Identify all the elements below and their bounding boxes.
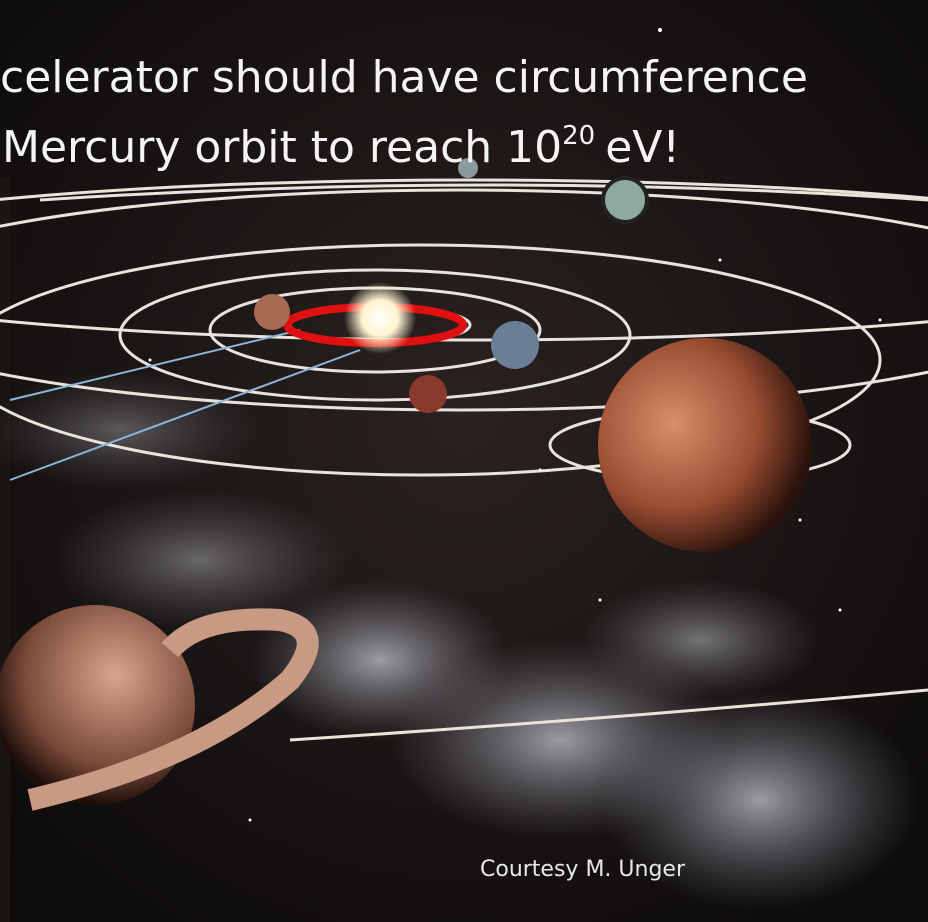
planet	[409, 375, 447, 413]
planet	[603, 178, 647, 222]
sun	[344, 282, 416, 354]
title-line: celerator should have circumference	[0, 52, 808, 103]
planet	[254, 294, 290, 330]
title-text: Mercury orbit to reach 10	[2, 122, 562, 173]
title-text: eV!	[605, 122, 680, 173]
jupiter	[598, 338, 812, 552]
page: celerator should have circumference Merc…	[0, 0, 928, 922]
planet	[491, 321, 539, 369]
slide: celerator should have circumference Merc…	[0, 0, 928, 922]
superscript: 20	[562, 121, 595, 151]
credit: Courtesy M. Unger	[480, 857, 686, 882]
left-strip	[0, 178, 10, 922]
